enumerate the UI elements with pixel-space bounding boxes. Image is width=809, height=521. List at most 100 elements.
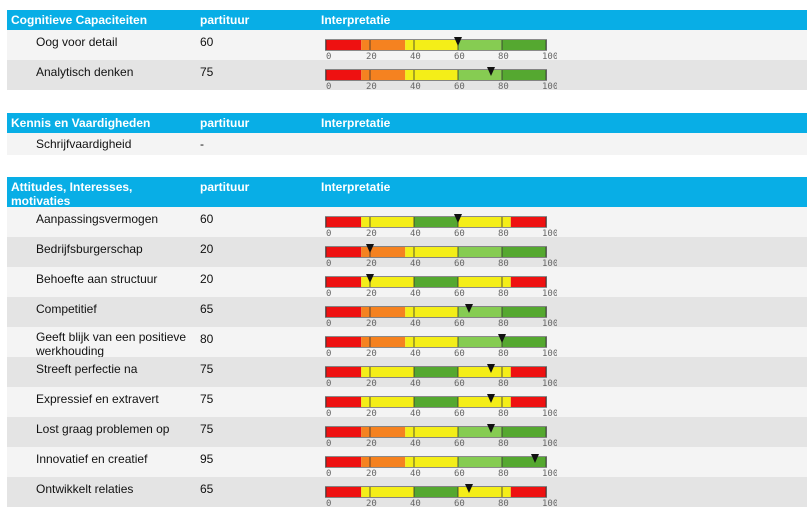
tick-label: 0 [326,52,331,60]
bar-segment [326,337,362,347]
section-cognitive: Cognitieve Capaciteiten partituur Interp… [7,10,807,90]
bar-segment [510,367,546,377]
table-row: Streeft perfectie na 75 0 20 40 60 80 100 [7,357,807,387]
bar-svg: 0 20 40 60 80 100 [325,214,557,237]
row-score: - [200,137,204,151]
tick-label: 80 [498,289,509,297]
bar-segment [405,307,458,317]
row-score: 20 [200,272,214,286]
tick-label: 0 [326,439,331,447]
tick-label: 40 [410,499,421,507]
row-score: 75 [200,422,214,436]
interpretation-bar: 0 20 40 60 80 100 [325,483,557,507]
section-attitudes: Attitudes, Interesses, motivaties partit… [7,177,807,507]
tick-label: 40 [410,289,421,297]
bar-segment [405,70,458,80]
bar-segment [361,427,406,437]
bar-frame [325,69,547,81]
bar-segment [458,307,502,317]
score-marker-icon [487,67,495,76]
tick-label: 20 [366,349,377,357]
tick-label: 0 [326,229,331,237]
tick-label: 40 [410,349,421,357]
bar-frame [325,336,547,348]
tick-label: 20 [366,439,377,447]
interpretation-bar: 0 20 40 60 80 100 [325,243,557,267]
bar-segment [502,457,546,467]
score-column-header: partituur [200,13,250,27]
bar-segment [405,457,458,467]
interpretation-bar: 0 20 40 60 80 100 [325,66,557,90]
table-row: Competitief 65 0 20 40 60 80 100 [7,297,807,327]
bar-frame [325,366,547,378]
bar-segment [510,277,546,287]
bar-segment [502,247,546,257]
bar-svg: 0 20 40 60 80 100 [325,274,557,297]
row-score: 75 [200,65,214,79]
tick-label: 100 [542,229,557,237]
bar-segment [458,367,511,377]
bar-frame [325,426,547,438]
tick-label: 40 [410,319,421,327]
bar-svg: 0 20 40 60 80 100 [325,484,557,507]
section-title: Attitudes, Interesses, motivaties [11,180,133,208]
bar-segment [326,247,362,257]
bar-segment [510,487,546,497]
bar-segment [458,337,502,347]
row-label: Lost graag problemen op [36,422,170,436]
score-marker-icon [465,484,473,493]
score-marker-icon [531,454,539,463]
tick-label: 0 [326,379,331,387]
section-knowledge: Kennis en Vaardigheden partituur Interpr… [7,113,807,155]
interpretation-bar: 0 20 40 60 80 100 [325,363,557,387]
table-row: Lost graag problemen op 75 0 20 40 60 80 100 [7,417,807,447]
row-label: Oog voor detail [36,35,118,49]
row-score: 75 [200,362,214,376]
bar-segment [458,487,511,497]
section-header: Cognitieve Capaciteiten partituur Interp… [7,10,807,30]
tick-label: 100 [542,469,557,477]
row-label: Schrijfvaardigheid [36,137,132,151]
tick-label: 20 [366,319,377,327]
row-label: Streeft perfectie na [36,362,138,376]
bar-segment [458,427,502,437]
row-label: Bedrijfsburgerschap [36,242,143,256]
bar-frame [325,456,547,468]
bar-segment [361,70,406,80]
table-row: Aanpassingsvermogen 60 0 20 40 60 80 100 [7,207,807,237]
score-marker-icon [465,304,473,313]
bar-svg: 0 20 40 60 80 100 [325,424,557,447]
row-label: Expressief en extravert [36,392,159,406]
bar-segment [414,367,458,377]
bar-segment [361,397,414,407]
bar-segment [361,307,406,317]
row-score: 65 [200,302,214,316]
table-row: Geeft blijk van een positieve werkhoudin… [7,327,807,358]
bar-segment [326,427,362,437]
tick-label: 80 [498,259,509,267]
bar-segment [361,457,406,467]
tick-label: 20 [366,82,377,90]
tick-label: 0 [326,259,331,267]
tick-label: 40 [410,82,421,90]
tick-label: 100 [542,259,557,267]
tick-label: 60 [454,499,465,507]
score-marker-icon [487,424,495,433]
interpretation-bar: 0 20 40 60 80 100 [325,213,557,237]
table-row: Oog voor detail 60 0 20 40 60 80 100 [7,30,807,60]
score-column-header: partituur [200,180,250,194]
tick-label: 80 [498,469,509,477]
bar-segment [502,337,546,347]
tick-label: 0 [326,82,331,90]
tick-label: 80 [498,439,509,447]
interpretation-column-header: Interpretatie [321,116,391,130]
bar-svg: 0 20 40 60 80 100 [325,37,557,60]
interpretation-bar: 0 20 40 60 80 100 [325,303,557,327]
tick-label: 20 [366,52,377,60]
interpretation-bar: 0 20 40 60 80 100 [325,453,557,477]
row-label: Ontwikkelt relaties [36,482,134,496]
bar-frame [325,216,547,228]
bar-svg: 0 20 40 60 80 100 [325,454,557,477]
bar-segment [458,247,502,257]
bar-frame [325,246,547,258]
